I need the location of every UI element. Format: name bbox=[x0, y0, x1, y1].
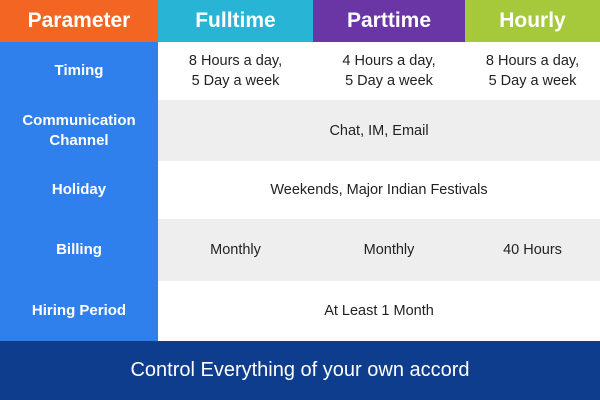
parameter-column: Timing Communication Channel Holiday Bil… bbox=[0, 42, 158, 341]
hiring-period-value: At Least 1 Month bbox=[324, 303, 434, 319]
row-communication-channel: Chat, IM, Email bbox=[158, 100, 600, 161]
header-fulltime: Fulltime bbox=[158, 0, 313, 42]
param-communication-channel: Communication Channel bbox=[22, 111, 136, 149]
communication-channel-value: Chat, IM, Email bbox=[329, 122, 429, 139]
header-hourly: Hourly bbox=[465, 0, 600, 42]
timing-fulltime: 8 Hours a day, 5 Day a week bbox=[188, 53, 283, 89]
holiday-value: Weekends, Major Indian Festivals bbox=[270, 182, 488, 198]
param-billing: Billing bbox=[56, 241, 102, 258]
row-holiday: Weekends, Major Indian Festivals bbox=[158, 161, 600, 219]
header-parameter: Parameter bbox=[0, 0, 158, 42]
row-billing: Monthly Monthly 40 Hours bbox=[158, 219, 600, 281]
param-holiday: Holiday bbox=[51, 181, 107, 198]
param-hiring-period: Hiring Period bbox=[31, 302, 127, 319]
billing-fulltime: Monthly bbox=[210, 242, 261, 258]
billing-hourly: 40 Hours bbox=[503, 242, 562, 258]
header-parttime: Parttime bbox=[313, 0, 465, 42]
param-timing: Timing bbox=[54, 62, 104, 79]
footer-banner: Control Everything of your own accord bbox=[0, 341, 600, 400]
row-timing: 8 Hours a day, 5 Day a week 4 Hours a da… bbox=[158, 42, 600, 100]
billing-parttime: Monthly bbox=[363, 242, 415, 258]
timing-hourly: 8 Hours a day, 5 Day a week bbox=[485, 53, 580, 89]
row-hiring-period: At Least 1 Month bbox=[158, 281, 600, 341]
timing-parttime: 4 Hours a day, 5 Day a week bbox=[342, 53, 436, 89]
